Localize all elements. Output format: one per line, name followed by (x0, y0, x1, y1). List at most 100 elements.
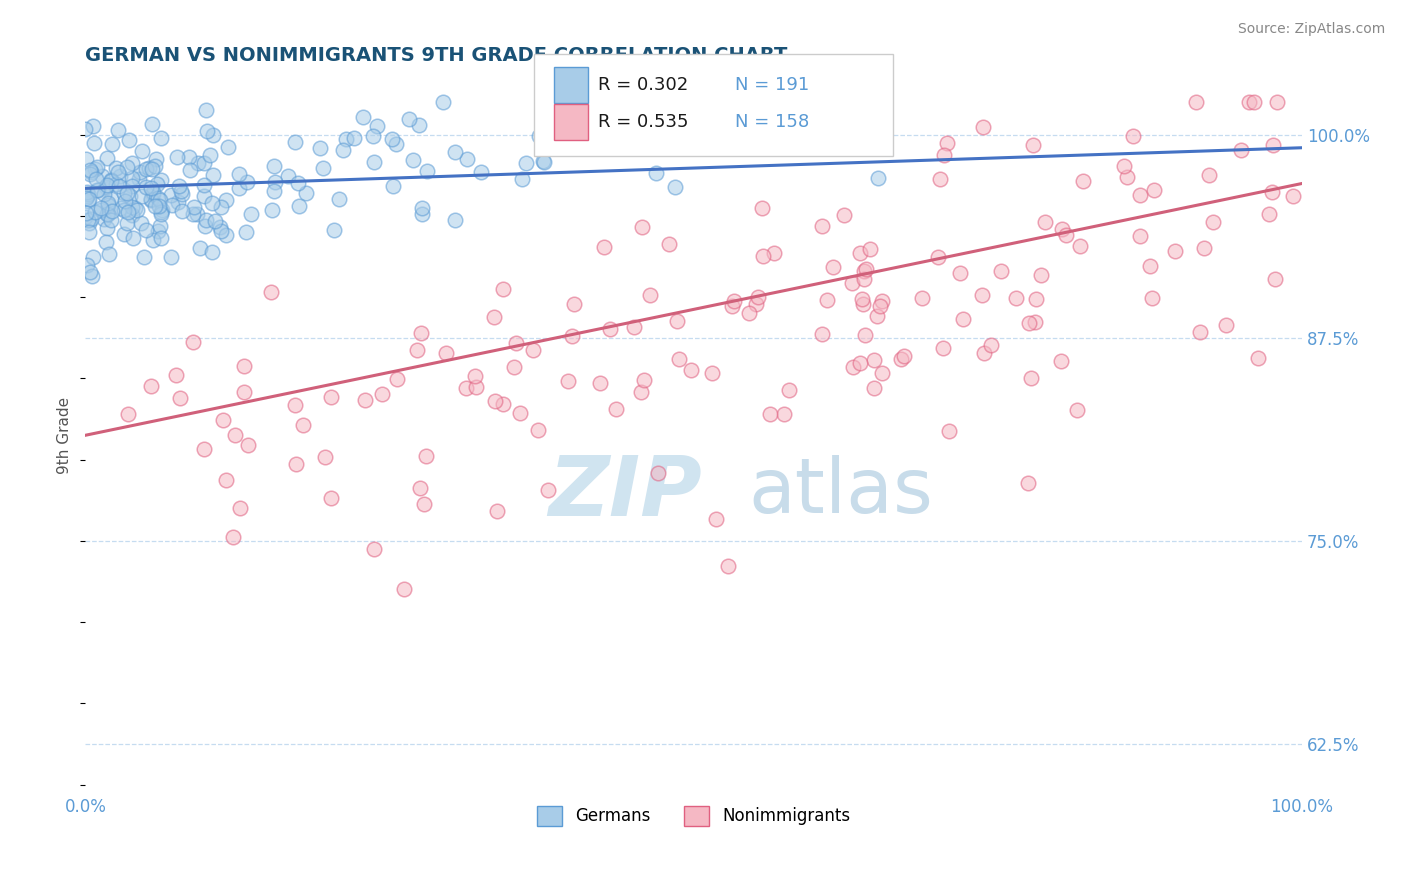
Point (75, 205, 97, 219)
Point (263, 184, 285, 198)
Point (96, 207, 118, 221)
Point (1071, 174, 1094, 188)
Point (169, 391, 191, 405)
Point (562, 297, 585, 311)
Point (398, 112, 420, 126)
Point (335, 132, 357, 146)
Point (139, 181, 162, 195)
Point (238, 438, 260, 452)
Point (86, 160, 108, 174)
Point (160, 250, 183, 264)
Point (201, 195, 224, 210)
Point (201, 244, 224, 259)
Point (110, 201, 132, 215)
Point (215, 194, 238, 208)
Point (139, 192, 162, 206)
Point (1052, 222, 1074, 236)
Point (1265, 95, 1288, 110)
Point (118, 132, 141, 146)
Point (110, 169, 132, 184)
Point (142, 185, 165, 199)
Text: GERMAN VS NONIMMIGRANTS 9TH GRADE CORRELATION CHART: GERMAN VS NONIMMIGRANTS 9TH GRADE CORREL… (86, 46, 787, 65)
Point (658, 236, 681, 251)
Point (415, 449, 437, 463)
Point (76, 185, 98, 199)
Point (195, 212, 218, 227)
Point (811, 219, 834, 233)
Point (605, 401, 627, 416)
Point (193, 178, 215, 192)
Text: R = 0.302: R = 0.302 (598, 76, 688, 94)
Point (100, 213, 122, 227)
Point (170, 187, 193, 202)
Point (644, 166, 666, 180)
Point (561, 329, 583, 343)
Point (97, 195, 120, 210)
Point (1005, 291, 1028, 305)
Point (470, 165, 492, 179)
Point (870, 293, 893, 308)
Point (862, 380, 884, 394)
Point (527, 128, 550, 143)
Point (145, 152, 167, 166)
Point (150, 202, 173, 217)
Point (115, 186, 138, 201)
Point (815, 293, 838, 307)
Point (229, 501, 252, 516)
Point (533, 155, 555, 169)
Point (1129, 229, 1152, 244)
Point (195, 124, 218, 138)
Point (80, 212, 103, 227)
Point (291, 417, 314, 432)
Point (135, 180, 157, 194)
Point (548, 116, 571, 130)
Point (117, 204, 139, 219)
Point (105, 161, 128, 176)
Point (100, 174, 122, 188)
Point (738, 305, 761, 319)
Point (169, 179, 191, 194)
Point (77, 216, 100, 230)
Point (263, 159, 285, 173)
Point (853, 327, 876, 342)
Point (93, 186, 115, 201)
Point (82, 120, 104, 134)
Point (228, 167, 250, 181)
Point (287, 176, 309, 190)
Point (952, 311, 974, 326)
Legend: Germans, Nonimmigrants: Germans, Nonimmigrants (529, 797, 859, 834)
Point (531, 154, 554, 169)
Point (890, 352, 912, 367)
Point (143, 159, 166, 173)
Point (264, 175, 287, 189)
Point (751, 201, 773, 215)
Point (96, 178, 118, 192)
Point (84, 172, 107, 186)
Point (666, 314, 689, 328)
Point (1019, 370, 1042, 384)
Point (589, 376, 612, 391)
Point (94, 235, 117, 249)
Point (759, 407, 782, 421)
Point (148, 191, 170, 205)
Y-axis label: 9th Grade: 9th Grade (58, 397, 72, 474)
Point (107, 165, 129, 179)
Point (527, 423, 550, 437)
Point (485, 503, 508, 517)
Point (811, 326, 834, 341)
Point (328, 192, 350, 206)
Point (148, 224, 170, 238)
Point (93, 211, 115, 226)
Text: R = 0.535: R = 0.535 (598, 113, 688, 131)
Point (640, 288, 662, 302)
Point (77, 212, 100, 227)
Point (411, 326, 433, 340)
Point (721, 299, 744, 313)
Point (852, 264, 875, 278)
Point (129, 165, 152, 179)
Point (125, 202, 148, 217)
Point (1024, 315, 1046, 329)
Point (82, 250, 104, 264)
Point (354, 392, 377, 407)
Point (212, 413, 235, 427)
